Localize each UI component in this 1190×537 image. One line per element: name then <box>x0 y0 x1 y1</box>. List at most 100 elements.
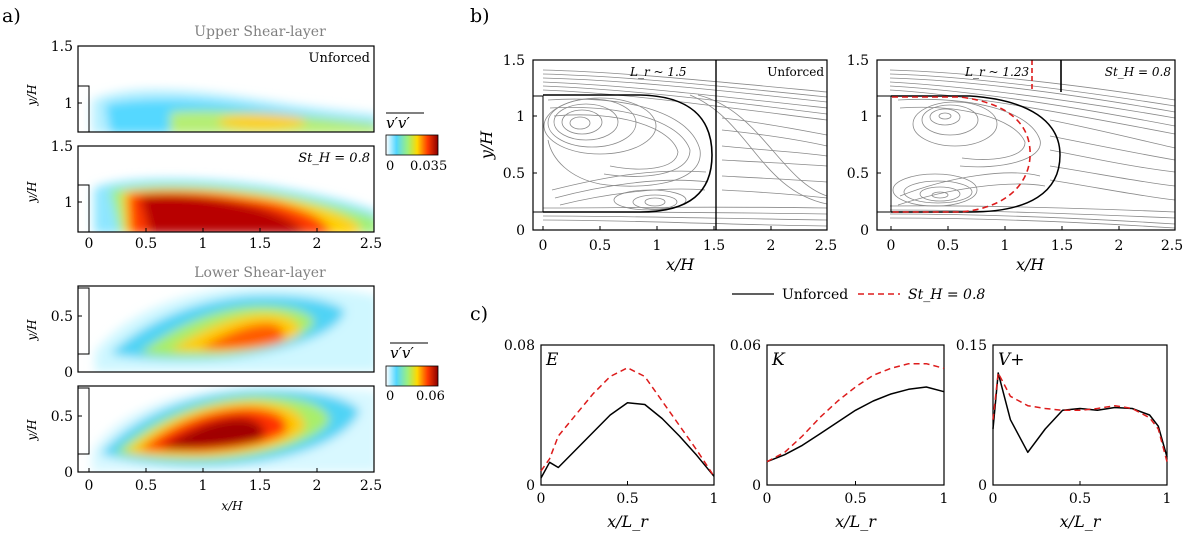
label-unforced-a: Unforced <box>309 51 370 66</box>
contour-upper-unforced <box>77 45 375 133</box>
ytick-a4-bot: 0 <box>64 465 73 481</box>
ytick-a1-top: 1.5 <box>51 39 73 55</box>
xlabel-b2: x/H <box>1016 255 1045 274</box>
ytick-b2-0: 1.5 <box>847 53 869 69</box>
xtick-label-c1-1: 0.5 <box>616 491 638 507</box>
colorbar-upper-max: 0.035 <box>410 159 447 174</box>
ylabel-a3: y/H <box>25 319 39 342</box>
series-unforced-3 <box>992 372 1168 458</box>
series-forced-1 <box>540 367 715 477</box>
xtick-label-c1-0: 0 <box>537 491 546 507</box>
plot-frame-2 <box>766 344 945 486</box>
colorbar-lower: v′v′ <box>385 342 439 387</box>
xtick-b1-2: 1 <box>653 238 662 254</box>
panel-b-ticks <box>533 59 1120 231</box>
panel-a-ticks <box>78 45 82 473</box>
plot-title-c2: K <box>771 350 786 370</box>
xtick-b1-5: 2.5 <box>815 238 837 254</box>
xtick-a-lower-3: 1.5 <box>249 478 271 494</box>
xtick-b2-2: 1 <box>1001 238 1010 254</box>
series-unforced-1 <box>540 402 715 479</box>
contour-lower-forced <box>77 385 375 473</box>
ylabel-a4: y/H <box>25 419 39 442</box>
xtick-b1-4: 2 <box>767 238 776 254</box>
ytick-label-c3-0: 0 <box>978 478 987 494</box>
contour-upper-forced <box>77 145 375 233</box>
xtick-b2-4: 2 <box>1115 238 1124 254</box>
xtick-a-upper-0: 0 <box>85 236 94 252</box>
series-unforced-2 <box>766 386 945 463</box>
ytick-a1-mid: 1 <box>64 96 73 112</box>
xtick-a-upper-1: 0.5 <box>135 236 157 252</box>
ytick-label-c1-1: 0.08 <box>504 338 535 354</box>
ytick-b1-1: 1 <box>516 109 525 125</box>
xtick-label-c2-0: 0 <box>763 491 772 507</box>
xtick-a-lower-0: 0 <box>85 478 94 494</box>
ylabel-b: y/H <box>477 130 496 160</box>
colorbar-lower-max: 0.06 <box>416 389 445 404</box>
ytick-a3-mid: 0.5 <box>51 309 73 325</box>
xtick-b2-5: 2.5 <box>1161 238 1183 254</box>
legend-unforced: Unforced <box>782 287 848 303</box>
colorbar-lower-min: 0 <box>386 389 394 404</box>
lr-note-forced: L_r ~ 1.23 <box>964 65 1029 79</box>
xtick-b2-0: 0 <box>887 238 896 254</box>
lower-shear-title: Lower Shear-layer <box>194 265 326 281</box>
xtick-a-upper-4: 2 <box>313 236 322 252</box>
ytick-label-c2-0: 0 <box>752 478 761 494</box>
label-forced-a: St_H = 0.8 <box>298 151 370 166</box>
plot-title-c3: V+ <box>998 350 1025 370</box>
ytick-b1-0: 1.5 <box>503 53 525 69</box>
colorbar-upper-min: 0 <box>386 159 394 174</box>
xtick-b2-1: 0.5 <box>937 238 959 254</box>
xlabel-c2: x/L_r <box>835 512 877 531</box>
ytick-a4-mid: 0.5 <box>51 409 73 425</box>
ytick-b2-3: 0 <box>860 223 869 239</box>
ytick-b1-3: 0 <box>516 223 525 239</box>
svg-text:v′v′: v′v′ <box>386 114 410 132</box>
lr-note-unforced: L_r ~ 1.5 <box>629 65 686 79</box>
panel-label-b: b) <box>470 5 490 27</box>
xtick-label-c3-2: 1 <box>1163 491 1172 507</box>
series-forced-2 <box>766 362 945 463</box>
xtick-b1-0: 0 <box>539 238 548 254</box>
xtick-label-c3-1: 0.5 <box>1069 491 1091 507</box>
ytick-b1-2: 0.5 <box>503 166 525 182</box>
contour-lower-unforced <box>77 285 375 373</box>
colorbar-upper: v′v′ <box>385 112 439 156</box>
series-forced-3 <box>992 372 1168 462</box>
panel-label-c: c) <box>470 303 488 325</box>
xlabel-a: x/H <box>221 499 243 513</box>
xtick-a-lower-1: 0.5 <box>135 478 157 494</box>
ytick-b2-1: 1 <box>860 109 869 125</box>
upper-shear-title: Upper Shear-layer <box>194 24 326 40</box>
ytick-label-c3-1: 0.15 <box>956 338 987 354</box>
xlabel-b1: x/H <box>666 255 695 274</box>
xlabel-c1: x/L_r <box>607 512 649 531</box>
ytick-a3-bot: 0 <box>64 365 73 381</box>
streamlines-unforced <box>532 59 828 231</box>
xtick-a-lower-4: 2 <box>313 478 322 494</box>
plot-frame-1 <box>540 344 715 486</box>
xtick-a-lower-5: 2.5 <box>360 478 382 494</box>
ylabel-a1: y/H <box>25 84 39 107</box>
panel-a-xticks <box>88 228 318 472</box>
streamlines-forced <box>876 59 1176 231</box>
ytick-b2-2: 0.5 <box>847 166 869 182</box>
xtick-a-upper-5: 2.5 <box>360 236 382 252</box>
title-forced-b: St_H = 0.8 <box>1105 65 1172 79</box>
xtick-label-c3-0: 0 <box>989 491 998 507</box>
ylabel-a2: y/H <box>25 181 39 204</box>
xtick-b1-3: 1.5 <box>703 238 725 254</box>
xtick-a-upper-3: 1.5 <box>249 236 271 252</box>
title-unforced-b: Unforced <box>767 65 824 79</box>
xtick-label-c1-2: 1 <box>710 491 719 507</box>
xtick-label-c2-2: 1 <box>940 491 949 507</box>
panel-label-a: a) <box>2 5 21 27</box>
xtick-a-upper-2: 1 <box>199 236 208 252</box>
xtick-b1-1: 0.5 <box>589 238 611 254</box>
panel-c-plots: 0 0.08 0 0.5 1 x/L_r E 0 0.06 0 0.5 1 x/L_r K 0 0.15 0 0.… <box>504 338 1172 531</box>
plot-title-c1: E <box>545 350 559 370</box>
ytick-label-c2-1: 0.06 <box>730 338 761 354</box>
